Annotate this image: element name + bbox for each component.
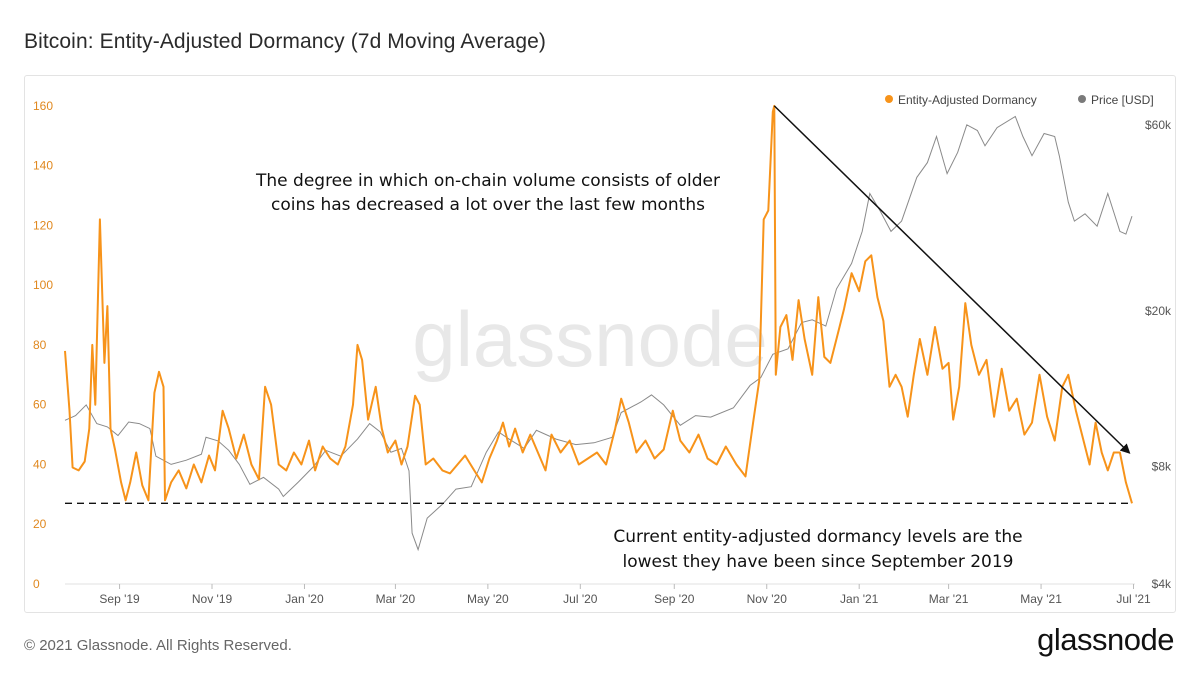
y-left-ticks: 0 20 40 60 80 100 120 140 160 bbox=[33, 99, 53, 591]
legend-dormancy-label[interactable]: Entity-Adjusted Dormancy bbox=[898, 93, 1037, 107]
y-left-tick-label: 80 bbox=[33, 338, 47, 352]
y-right-ticks: $4k $8k $20k $60k bbox=[1145, 118, 1172, 591]
x-tick-label: Sep '19 bbox=[99, 592, 140, 606]
y-right-tick-label: $20k bbox=[1145, 304, 1172, 318]
legend: Entity-Adjusted Dormancy Price [USD] bbox=[885, 93, 1154, 107]
bottom-annotation: Current entity-adjusted dormancy levels … bbox=[613, 527, 1022, 572]
chart: glassnode Entity-Adjusted Dormancy Price… bbox=[33, 93, 1172, 606]
y-left-tick-label: 140 bbox=[33, 159, 53, 173]
brand-logo: glassnode bbox=[1037, 622, 1174, 657]
dormancy-line bbox=[64, 104, 1133, 504]
legend-price-marker bbox=[1078, 95, 1086, 103]
legend-dormancy-marker bbox=[885, 95, 893, 103]
chart-panel: glassnode Entity-Adjusted Dormancy Price… bbox=[24, 75, 1176, 613]
y-right-tick-label: $8k bbox=[1152, 459, 1172, 473]
x-tick-label: May '20 bbox=[467, 592, 509, 606]
legend-price-label[interactable]: Price [USD] bbox=[1091, 93, 1154, 107]
y-left-tick-label: 100 bbox=[33, 278, 53, 292]
y-left-tick-label: 40 bbox=[33, 457, 47, 471]
x-ticks: Sep '19 Nov '19 Jan '20 Mar '20 May '20 Jul '… bbox=[99, 584, 1151, 606]
y-left-tick-label: 160 bbox=[33, 99, 53, 113]
x-tick-label: Sep '20 bbox=[654, 592, 695, 606]
y-right-tick-label: $60k bbox=[1145, 118, 1172, 132]
x-tick-label: Jan '20 bbox=[285, 592, 324, 606]
copyright-footer: © 2021 Glassnode. All Rights Reserved. bbox=[24, 637, 292, 654]
x-tick-label: Nov '19 bbox=[192, 592, 233, 606]
watermark: glassnode bbox=[412, 295, 768, 383]
y-left-tick-label: 120 bbox=[33, 218, 53, 232]
top-annotation-line2: coins has decreased a lot over the last … bbox=[271, 195, 705, 215]
x-tick-label: May '21 bbox=[1020, 592, 1062, 606]
top-annotation: The degree in which on-chain volume cons… bbox=[255, 171, 720, 215]
y-right-tick-label: $4k bbox=[1152, 577, 1172, 591]
x-tick-label: Nov '20 bbox=[747, 592, 788, 606]
page-title: Bitcoin: Entity-Adjusted Dormancy (7d Mo… bbox=[24, 30, 546, 53]
top-annotation-line1: The degree in which on-chain volume cons… bbox=[255, 171, 720, 191]
trend-arrow bbox=[773, 105, 1131, 454]
x-tick-label: Mar '20 bbox=[376, 592, 416, 606]
bottom-annotation-line2: lowest they have been since September 20… bbox=[623, 552, 1014, 572]
x-tick-label: Jul '21 bbox=[1116, 592, 1151, 606]
bottom-annotation-line1: Current entity-adjusted dormancy levels … bbox=[613, 527, 1022, 547]
x-tick-label: Jul '20 bbox=[563, 592, 598, 606]
y-left-tick-label: 60 bbox=[33, 398, 47, 412]
x-tick-label: Jan '21 bbox=[840, 592, 879, 606]
y-left-tick-label: 20 bbox=[33, 517, 47, 531]
x-tick-label: Mar '21 bbox=[929, 592, 969, 606]
y-left-tick-label: 0 bbox=[33, 577, 40, 591]
